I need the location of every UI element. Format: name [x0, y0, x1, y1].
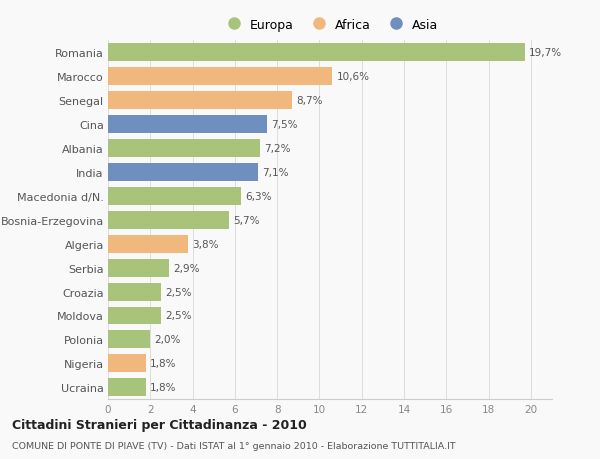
Bar	[108, 330, 150, 349]
Text: 1,8%: 1,8%	[150, 382, 177, 392]
Bar	[108, 378, 146, 396]
Text: 2,5%: 2,5%	[165, 311, 191, 321]
Text: 3,8%: 3,8%	[193, 239, 219, 249]
Text: 5,7%: 5,7%	[233, 215, 259, 225]
Bar	[108, 283, 161, 301]
Bar	[108, 92, 292, 110]
Bar	[108, 259, 169, 277]
Bar	[108, 140, 260, 157]
Bar	[108, 211, 229, 229]
Bar	[108, 307, 161, 325]
Text: 8,7%: 8,7%	[296, 96, 323, 106]
Legend: Europa, Africa, Asia: Europa, Africa, Asia	[221, 18, 439, 32]
Text: 2,9%: 2,9%	[173, 263, 200, 273]
Text: COMUNE DI PONTE DI PIAVE (TV) - Dati ISTAT al 1° gennaio 2010 - Elaborazione TUT: COMUNE DI PONTE DI PIAVE (TV) - Dati IST…	[12, 441, 455, 450]
Text: 2,5%: 2,5%	[165, 287, 191, 297]
Text: 7,5%: 7,5%	[271, 120, 298, 130]
Text: Cittadini Stranieri per Cittadinanza - 2010: Cittadini Stranieri per Cittadinanza - 2…	[12, 418, 307, 431]
Text: 7,1%: 7,1%	[262, 168, 289, 178]
Bar	[108, 187, 241, 205]
Bar	[108, 44, 524, 62]
Text: 7,2%: 7,2%	[265, 144, 291, 154]
Text: 10,6%: 10,6%	[337, 72, 370, 82]
Text: 2,0%: 2,0%	[155, 335, 181, 345]
Text: 19,7%: 19,7%	[529, 48, 562, 58]
Text: 6,3%: 6,3%	[245, 191, 272, 202]
Text: 1,8%: 1,8%	[150, 358, 177, 369]
Bar	[108, 354, 146, 373]
Bar	[108, 164, 258, 181]
Bar	[108, 116, 266, 134]
Bar	[108, 68, 332, 86]
Bar	[108, 235, 188, 253]
